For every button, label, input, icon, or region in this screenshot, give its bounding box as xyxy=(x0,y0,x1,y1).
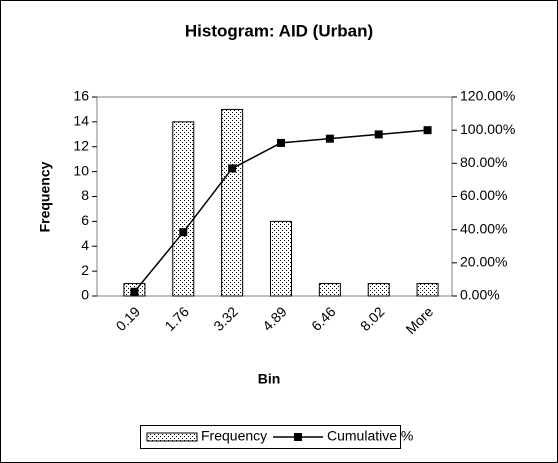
y2-tick-label: 100.00% xyxy=(460,121,515,137)
x-axis-label: Bin xyxy=(258,371,281,387)
line-marker xyxy=(423,126,432,135)
line-marker xyxy=(130,287,139,296)
legend xyxy=(140,425,401,449)
bar xyxy=(416,283,439,297)
y-tick-label: 14 xyxy=(73,113,89,129)
y-tick-label: 6 xyxy=(81,212,89,228)
legend-swatch xyxy=(146,432,198,442)
y2-tick-label: 80.00% xyxy=(460,154,507,170)
line-marker xyxy=(228,164,237,173)
y2-tick-label: 120.00% xyxy=(460,88,515,104)
y2-tick-label: 40.00% xyxy=(460,220,507,236)
legend-label: Cumulative % xyxy=(327,428,413,444)
y-tick-label: 12 xyxy=(73,137,89,153)
y-tick-label: 2 xyxy=(81,262,89,278)
y-tick-label: 4 xyxy=(81,237,89,253)
line-marker xyxy=(277,138,285,147)
line-marker xyxy=(179,228,188,237)
y-tick-label: 16 xyxy=(73,88,89,104)
y2-tick-label: 0.00% xyxy=(460,287,500,303)
y-tick-label: 0 xyxy=(81,287,89,303)
y-axis-label: Frequency xyxy=(37,161,53,232)
bar xyxy=(318,283,341,297)
bar xyxy=(270,220,292,297)
bar xyxy=(221,108,244,297)
line-marker xyxy=(374,130,383,139)
bar xyxy=(172,121,195,297)
chart-title: Histogram: AID (Urban) xyxy=(185,21,373,40)
y2-tick-label: 20.00% xyxy=(460,254,507,270)
legend-marker xyxy=(294,433,302,441)
y-tick-label: 8 xyxy=(81,187,89,203)
legend-label: Frequency xyxy=(201,428,267,444)
line-marker xyxy=(325,134,334,143)
y-tick-label: 10 xyxy=(73,162,89,178)
y2-tick-label: 60.00% xyxy=(460,187,507,203)
bar xyxy=(367,283,390,297)
